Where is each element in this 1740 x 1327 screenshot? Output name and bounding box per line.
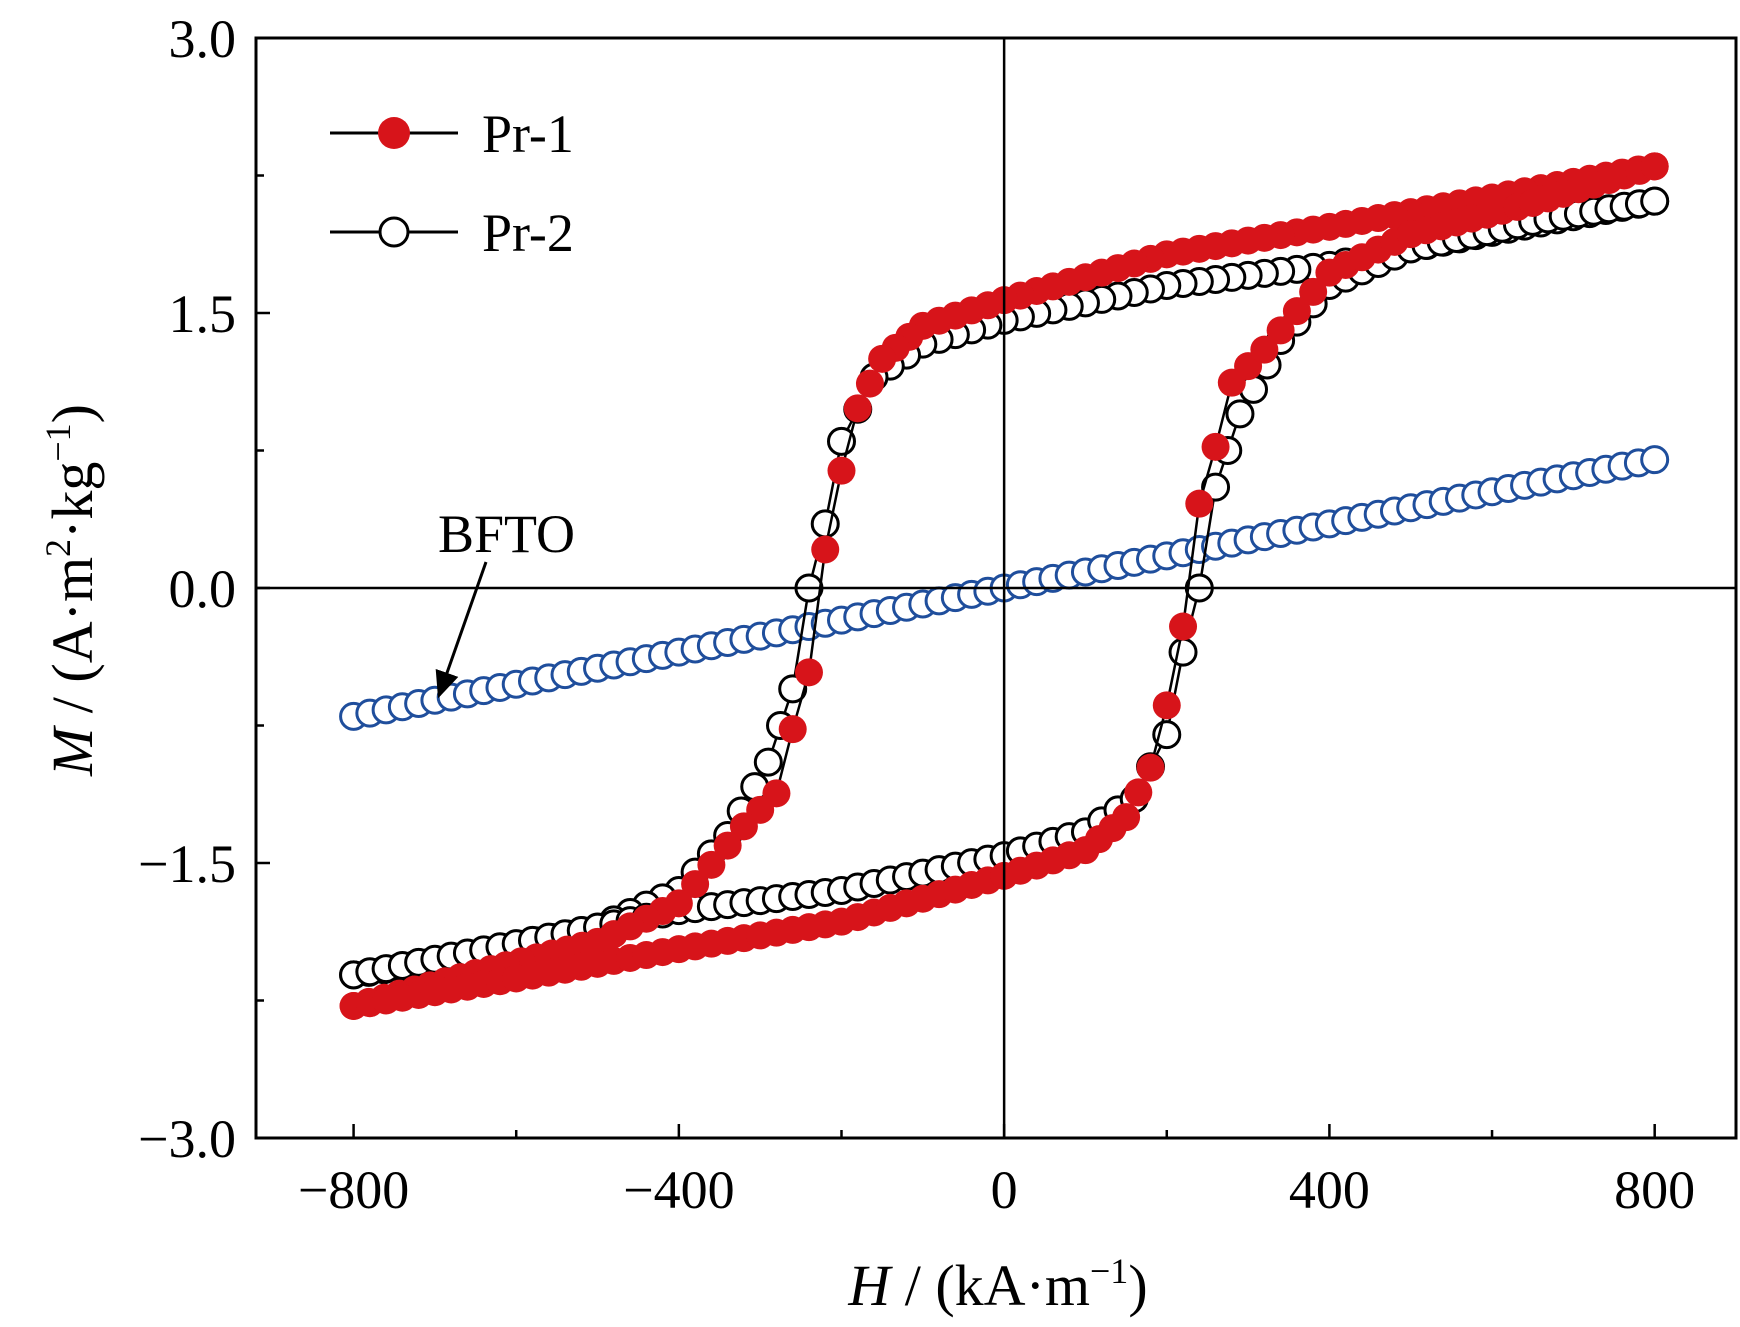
pr1-point (1136, 753, 1165, 782)
legend-pr2-label: Pr-2 (482, 203, 574, 263)
pr2-point (753, 747, 783, 777)
pr1-point (1201, 432, 1230, 461)
x-axis-unit: / (kA·m (890, 1253, 1090, 1318)
pr1-point (855, 369, 884, 398)
legend-pr2-marker (378, 216, 410, 248)
pr1-point (729, 812, 758, 841)
pr1-point (1112, 803, 1141, 832)
x-axis-unit-exponent: −1 (1090, 1251, 1128, 1291)
y-tick-label: −1.5 (138, 834, 236, 894)
x-axis-title: H / (kA·m−1) (847, 1251, 1147, 1318)
pr1-point (1266, 316, 1295, 345)
y-tick-label: −3.0 (138, 1109, 236, 1169)
pr1-point (697, 850, 726, 879)
pr1-point (868, 344, 897, 373)
pr1-point (1185, 489, 1214, 518)
pr2-point (1168, 637, 1198, 667)
pr2-point (1225, 399, 1255, 429)
ticks-layer: −800 −400 0 400 800 −3.0 −1.5 0.0 1.5 3.0 (138, 9, 1695, 1220)
y-axis-variable: M (40, 725, 105, 777)
y-tick-label: 0.0 (169, 559, 237, 619)
pr1-point (1250, 335, 1279, 364)
y-tick-label: 3.0 (169, 9, 237, 69)
pr1-point (1124, 778, 1153, 807)
series-layer (339, 152, 1670, 1020)
series-pr1 (339, 152, 1669, 1020)
pr1-point (681, 870, 710, 899)
legend-pr1-label: Pr-1 (482, 104, 574, 164)
y-axis-title: M / (A·m2·kg−1) (38, 404, 105, 777)
pr2-point (1640, 186, 1670, 216)
bfto-annotation-label: BFTO (438, 504, 575, 564)
pr1-point (811, 535, 840, 564)
pr1-point (1299, 277, 1328, 306)
pr1-point (1169, 612, 1198, 641)
x-tick-label: 400 (1289, 1160, 1370, 1220)
pr1-point (713, 831, 742, 860)
x-tick-label: 0 (991, 1160, 1018, 1220)
x-axis-variable: H (847, 1253, 893, 1318)
x-tick-label: 800 (1614, 1160, 1695, 1220)
y-axis-unit: / (A·m (40, 557, 105, 728)
pr1-point (843, 394, 872, 423)
pr1-point (1640, 152, 1669, 181)
pr1-point (827, 456, 856, 485)
x-tick-label: −400 (623, 1160, 734, 1220)
pr1-point (1282, 297, 1311, 326)
x-axis-close: ) (1128, 1253, 1147, 1318)
bfto-arrow (435, 561, 488, 699)
pr1-point (794, 658, 823, 687)
bfto-point (1640, 445, 1670, 475)
y-axis-unit-exponent-2: −1 (38, 423, 78, 461)
y-tick-label: 1.5 (169, 284, 237, 344)
pr1-point (778, 715, 807, 744)
y-axis-close: ) (40, 404, 105, 423)
pr1-point (1152, 691, 1181, 720)
pr2-point (810, 509, 840, 539)
legend-pr1-marker (378, 117, 410, 149)
legend: Pr-1 Pr-2 (330, 104, 574, 263)
y-axis-unit-exponent-1: 2 (38, 539, 78, 557)
x-tick-label: −800 (298, 1160, 409, 1220)
y-axis-unit-mid: ·kg (40, 462, 105, 539)
